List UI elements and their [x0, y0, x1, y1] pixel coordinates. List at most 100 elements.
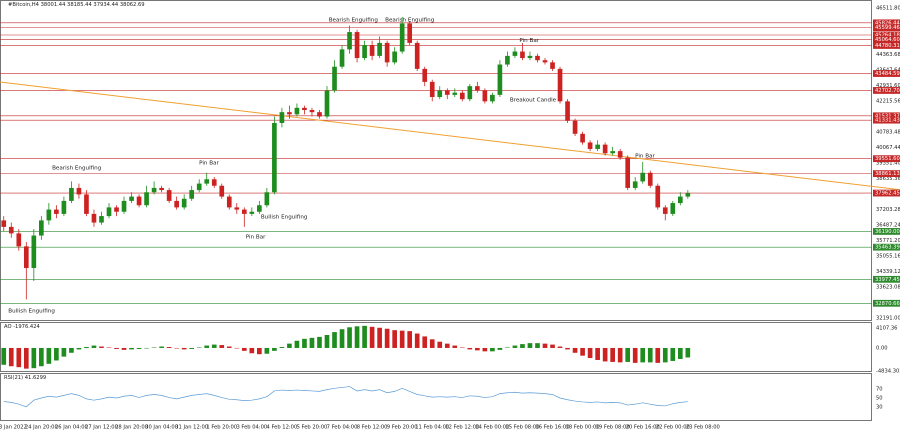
x-tick-label: 4 Feb 12:00 — [267, 425, 298, 431]
y-tick-label: 32191.00 — [876, 316, 900, 322]
ao-title: AO -1976.424 — [4, 324, 41, 330]
level-label: 41531.37 — [875, 113, 900, 119]
annotation: Breakout Candle — [510, 98, 557, 104]
candle-body — [354, 32, 360, 59]
ao-bar — [23, 347, 29, 369]
candle-body — [166, 190, 172, 201]
level-label: 42702.70 — [875, 88, 900, 94]
level-label-bg — [873, 19, 900, 27]
candle-body — [54, 209, 59, 214]
ao-bar — [602, 347, 608, 362]
ao-bar — [437, 341, 443, 348]
x-tick-label: 7 Feb 04:00 — [327, 425, 358, 431]
y-tick-label: -4834.302 — [876, 369, 900, 375]
candle-body — [317, 112, 322, 117]
candle-body — [610, 151, 615, 154]
candle-body — [257, 205, 262, 212]
ao-bar — [31, 347, 37, 369]
candle-body — [685, 193, 691, 197]
candle-body — [369, 45, 375, 56]
candle-body — [587, 142, 593, 149]
y-tick-label: 30 — [876, 404, 883, 410]
ao-bar — [422, 336, 428, 348]
candle-body — [535, 55, 540, 61]
ao-bar — [166, 347, 172, 348]
candle-body — [580, 133, 585, 143]
x-tick-label: 19 Feb 08:00 — [596, 425, 630, 431]
candle-body — [234, 207, 240, 210]
mark-layer — [0, 16, 900, 408]
x-tick-label: 20 Feb 16:00 — [626, 425, 660, 431]
ao-bar — [61, 347, 67, 357]
candle-body — [196, 183, 202, 191]
level-label: 35463.39 — [875, 245, 900, 251]
ao-bar — [640, 347, 646, 363]
level-label-bg — [873, 189, 900, 197]
ao-bar — [685, 347, 691, 358]
ao-bar — [670, 347, 676, 361]
annotation: Bullish Engulfing — [8, 309, 55, 315]
candle-body — [46, 209, 52, 221]
candle-body — [8, 226, 14, 234]
candle-body — [399, 23, 405, 52]
ao-bar — [512, 345, 518, 348]
candle-body — [640, 172, 646, 182]
level-label: 39551.60 — [875, 156, 900, 162]
ao-bar — [354, 326, 360, 348]
candle-body — [407, 23, 413, 43]
ao-bar — [264, 347, 270, 354]
candle-body — [467, 86, 473, 100]
annotation: Pin Bar — [246, 235, 266, 241]
ao-bar — [339, 329, 345, 348]
ao-bar — [302, 338, 307, 348]
candle-body — [550, 62, 555, 69]
ao-bar — [662, 347, 668, 363]
y-tick-label: 35771.20 — [876, 238, 900, 244]
y-tick-label: 42215.56 — [876, 99, 900, 105]
y-tick-label: 0.00 — [876, 345, 888, 351]
x-tick-label: 3 Feb 04:00 — [236, 425, 267, 431]
ao-bar — [414, 333, 420, 348]
ao-bar — [181, 347, 187, 350]
ao-bar — [362, 325, 367, 348]
ao-bar — [204, 345, 210, 348]
ao-bar — [84, 347, 89, 348]
level-label-bg — [873, 228, 900, 235]
ao-bar — [69, 347, 74, 353]
candle-body — [302, 107, 307, 110]
ao-bar — [347, 327, 352, 348]
level-label-bg — [873, 70, 900, 77]
ao-bar — [617, 347, 623, 363]
ao-bar — [595, 347, 600, 360]
ao-bar — [54, 347, 59, 361]
x-tick-label: 23 Jan 2022 — [0, 425, 27, 431]
candle-body — [572, 120, 578, 134]
candle-body — [565, 101, 570, 121]
ao-bar — [226, 346, 232, 348]
ao-bar — [632, 347, 638, 363]
candle-body — [39, 220, 44, 236]
candle-body — [422, 68, 428, 82]
y-tick-label: 36487.24 — [876, 223, 900, 229]
level-label-bg — [873, 35, 900, 43]
ao-bar — [384, 328, 390, 348]
x-tick-label: 22 Feb 00:00 — [656, 425, 690, 431]
candle-body — [76, 187, 82, 195]
candle-body — [647, 172, 653, 186]
candle-body — [226, 196, 232, 208]
candle-body — [144, 192, 149, 206]
candle-body — [347, 32, 352, 50]
candle-body — [392, 51, 397, 63]
annotation: Bullish Engulfing — [261, 215, 308, 221]
candle-body — [520, 51, 525, 59]
candle-body — [324, 90, 330, 117]
ao-bar — [114, 347, 119, 349]
ao-bar — [520, 344, 525, 348]
annotation: Pin Bar — [199, 161, 219, 167]
level-label-bg — [873, 31, 900, 39]
ao-bar — [490, 347, 495, 352]
candle-body — [174, 200, 179, 208]
y-tick-label: 70 — [876, 387, 883, 393]
y-tick-label: 42931.60 — [876, 83, 900, 89]
ao-bar — [542, 343, 548, 348]
